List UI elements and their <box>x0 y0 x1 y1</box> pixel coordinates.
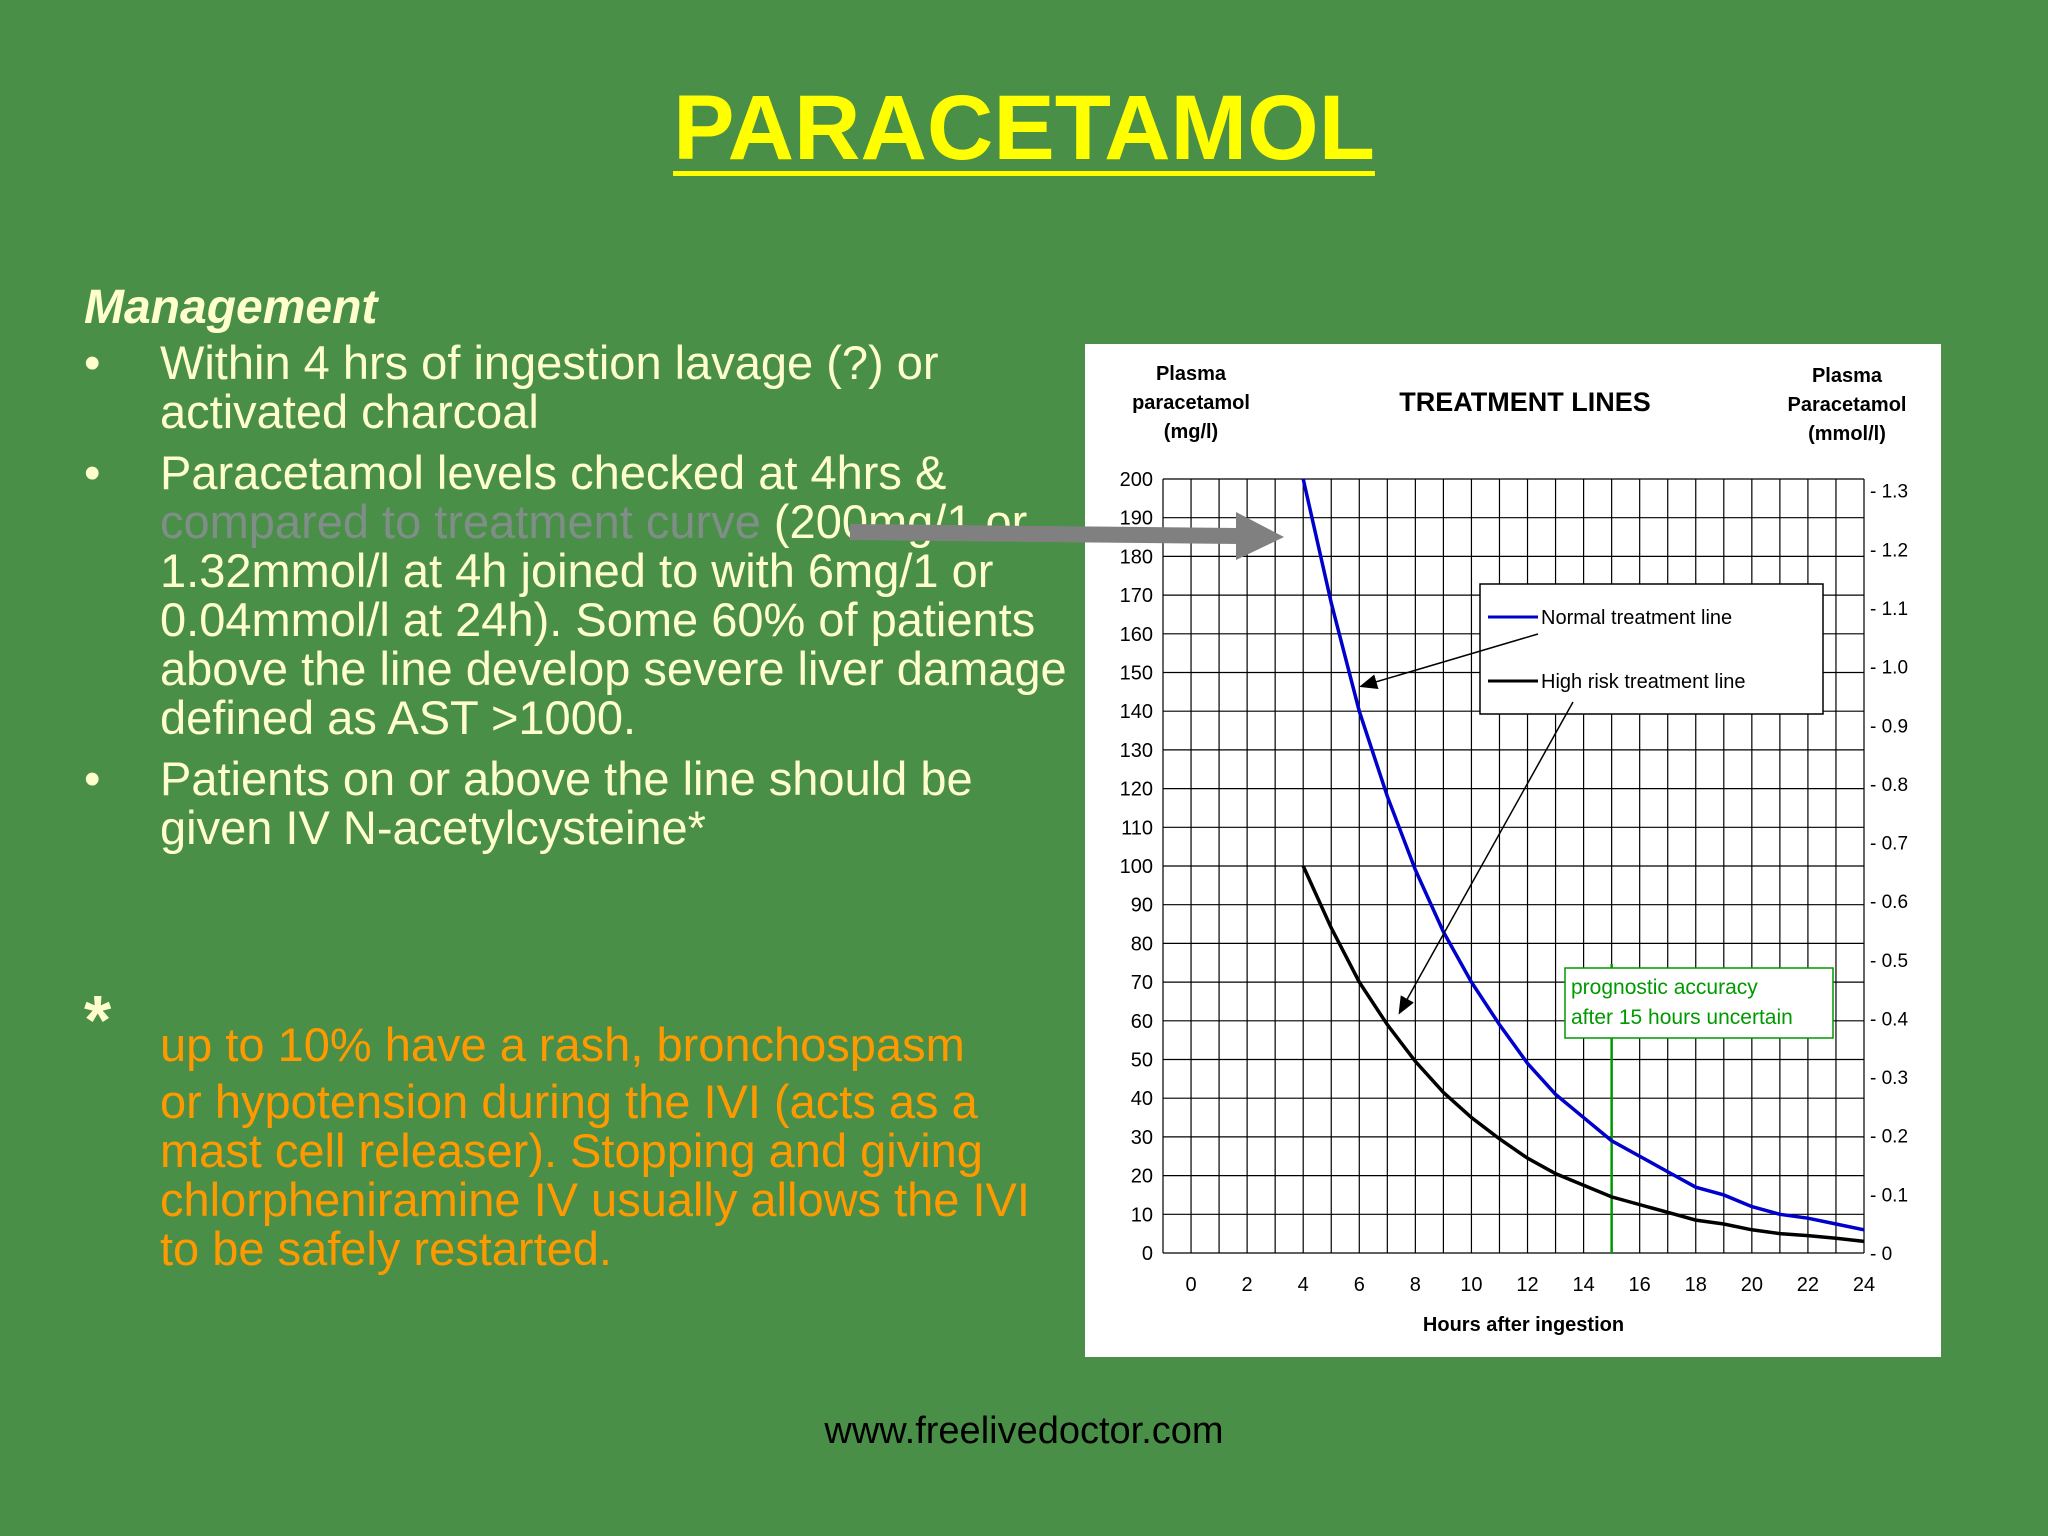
x-tick-label: 12 <box>1516 1274 1538 1296</box>
y2-tick-label: - 0.3 <box>1870 1068 1908 1089</box>
footnote-rest: or hypotension during the IVI (acts as a… <box>160 1075 1030 1275</box>
y-tick-label: 100 <box>1120 856 1153 878</box>
bullet-list: • Within 4 hrs of ingestion lavage (?) o… <box>84 338 1074 864</box>
y2-tick-label: - 1.2 <box>1870 540 1908 561</box>
y-tick-label: 140 <box>1120 701 1153 723</box>
legend-pointer-normal <box>1359 633 1539 689</box>
y-tick-label: 40 <box>1131 1088 1153 1110</box>
y-tick-label: 110 <box>1121 817 1153 839</box>
y-tick-label: 150 <box>1120 663 1153 685</box>
x-tick-label: 10 <box>1460 1274 1482 1296</box>
bullet-symbol: • <box>84 446 101 499</box>
legend-label: High risk treatment line <box>1541 671 1746 693</box>
bullet-text: Within 4 hrs of ingestion lavage (?) or … <box>160 336 939 438</box>
x-tick-label: 2 <box>1242 1274 1253 1296</box>
normal-treatment-line <box>1301 478 1865 1232</box>
y2-tick-label: - 0.1 <box>1870 1185 1908 1206</box>
y2-tick-label: - 1.3 <box>1870 482 1908 503</box>
x-tick-label: 24 <box>1853 1274 1875 1296</box>
footnote-first-line: up to 10% have a rash, bronchospasm <box>160 1018 965 1071</box>
y2-tick-label: - 0.5 <box>1870 951 1908 972</box>
y2-tick-label: - 0.4 <box>1870 1009 1908 1030</box>
y-tick-label: 130 <box>1120 740 1153 762</box>
y2-tick-label: - 1.1 <box>1870 599 1908 620</box>
chart-title: TREATMENT LINES <box>1399 387 1651 417</box>
bullet-faded-text: compared to treatment curve <box>160 495 761 548</box>
y-tick-label: 160 <box>1120 624 1153 646</box>
x-axis-title: Hours after ingestion <box>1423 1314 1624 1336</box>
bullet-item: • Patients on or above the line should b… <box>84 754 1074 852</box>
y-tick-label: 90 <box>1131 895 1153 917</box>
y2-tick-label: - 0.8 <box>1870 775 1908 796</box>
x-tick-label: 18 <box>1685 1274 1707 1296</box>
bullet-text-continued: (200mg/1 or 1.32mmol/l at 4h joined to w… <box>160 495 1067 744</box>
y-axis-title-right: (mmol/l) <box>1808 423 1886 445</box>
footnote-star: * <box>84 981 112 1059</box>
legend-box <box>1479 583 1824 715</box>
bullet-text: Patients on or above the line should be … <box>160 752 973 854</box>
treatment-chart: 0102030405060708090100110120130140150160… <box>1120 363 1909 1336</box>
x-tick-label: 16 <box>1629 1274 1651 1296</box>
y2-tick-label: - 0 <box>1870 1244 1892 1265</box>
footnote-text: up to 10% have a rash, bronchospasm or h… <box>160 1020 1080 1273</box>
x-tick-label: 22 <box>1797 1274 1819 1296</box>
y-tick-label: 60 <box>1131 1011 1153 1033</box>
legend-label: Normal treatment line <box>1541 607 1732 629</box>
slide-title-text: PARACETAMOL <box>673 77 1375 179</box>
y-axis-title-left: (mg/l) <box>1164 421 1218 443</box>
y-tick-label: 10 <box>1131 1204 1153 1226</box>
x-tick-label: 4 <box>1298 1274 1309 1296</box>
prognostic-text: prognostic accuracy <box>1571 976 1758 999</box>
y-tick-label: 30 <box>1131 1127 1153 1149</box>
y-tick-label: 190 <box>1120 508 1153 530</box>
y-axis-title-left: paracetamol <box>1132 392 1250 414</box>
y-tick-label: 70 <box>1131 972 1153 994</box>
footer-url: www.freelivedoctor.com <box>824 1410 1224 1452</box>
x-tick-label: 20 <box>1741 1274 1763 1296</box>
management-heading: Management <box>84 281 378 334</box>
x-tick-label: 14 <box>1572 1274 1594 1296</box>
legend-pointer-high-risk <box>1398 701 1574 1015</box>
y-axis-title-right: Plasma <box>1812 365 1883 387</box>
y-tick-label: 20 <box>1131 1166 1153 1188</box>
bullet-symbol: • <box>84 752 101 805</box>
slide-title: PARACETAMOL <box>0 78 2048 178</box>
bullet-text: Paracetamol levels checked at 4hrs & <box>160 446 947 499</box>
bullet-item: • Within 4 hrs of ingestion lavage (?) o… <box>84 338 1074 436</box>
y2-tick-label: - 0.7 <box>1870 834 1908 855</box>
high-risk-treatment-line <box>1301 865 1865 1244</box>
y2-tick-label: - 0.6 <box>1870 892 1908 913</box>
x-tick-label: 8 <box>1410 1274 1421 1296</box>
y-tick-label: 0 <box>1142 1243 1153 1265</box>
bullet-item: • Paracetamol levels checked at 4hrs & c… <box>84 448 1074 742</box>
y-tick-label: 80 <box>1131 933 1153 955</box>
prognostic-text: after 15 hours uncertain <box>1571 1006 1793 1029</box>
y2-tick-label: - 0.2 <box>1870 1127 1908 1148</box>
chart-panel: 0 10 20 30 40 50 60 70 80 90 100 110 120 130 140 150 160… <box>1085 344 1941 1357</box>
y2-tick-label: - 0.9 <box>1870 716 1908 737</box>
y-tick-label: 180 <box>1120 546 1153 568</box>
y2-tick-label: - 1.0 <box>1870 658 1908 679</box>
y-tick-label: 50 <box>1131 1050 1153 1072</box>
y-tick-label: 170 <box>1120 585 1153 607</box>
x-tick-label: 0 <box>1185 1274 1196 1296</box>
bullet-symbol: • <box>84 336 101 389</box>
y-tick-label: 200 <box>1120 469 1153 491</box>
prognostic-box <box>1564 967 1834 1039</box>
y-axis-title-left: Plasma <box>1156 363 1227 385</box>
y-tick-label: 120 <box>1120 779 1153 801</box>
y-axis-title-right: Paracetamol <box>1788 394 1907 416</box>
x-tick-label: 6 <box>1354 1274 1365 1296</box>
